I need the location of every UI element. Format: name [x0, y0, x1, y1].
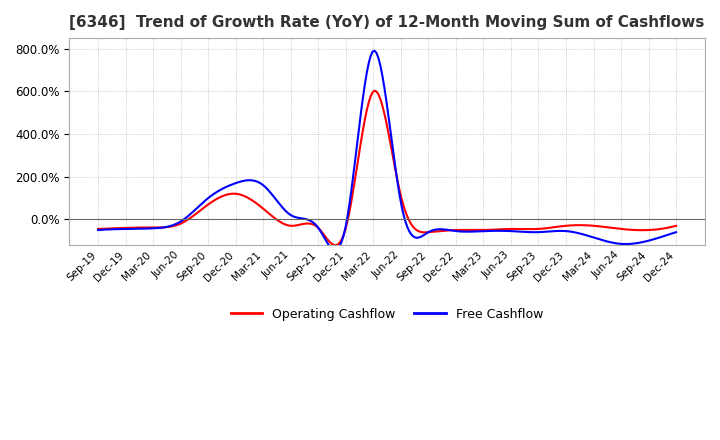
Operating Cashflow — [96, 226, 104, 231]
Operating Cashflow — [94, 226, 102, 231]
Free Cashflow — [94, 227, 102, 233]
Operating Cashflow — [621, 227, 630, 232]
Line: Operating Cashflow: Operating Cashflow — [98, 91, 676, 245]
Operating Cashflow — [442, 228, 451, 233]
Operating Cashflow — [585, 223, 593, 228]
Legend: Operating Cashflow, Free Cashflow: Operating Cashflow, Free Cashflow — [226, 303, 548, 326]
Free Cashflow — [440, 227, 449, 232]
Free Cashflow — [442, 227, 451, 232]
Operating Cashflow — [332, 242, 341, 248]
Free Cashflow — [370, 48, 379, 53]
Free Cashflow — [332, 247, 341, 253]
Free Cashflow — [621, 242, 630, 247]
Free Cashflow — [672, 230, 680, 235]
Free Cashflow — [585, 234, 593, 239]
Operating Cashflow — [370, 88, 379, 93]
Operating Cashflow — [440, 228, 449, 233]
Operating Cashflow — [451, 227, 460, 233]
Free Cashflow — [96, 227, 104, 232]
Free Cashflow — [451, 228, 460, 234]
Operating Cashflow — [672, 223, 680, 228]
Title: [6346]  Trend of Growth Rate (YoY) of 12-Month Moving Sum of Cashflows: [6346] Trend of Growth Rate (YoY) of 12-… — [69, 15, 705, 30]
Line: Free Cashflow: Free Cashflow — [98, 51, 676, 250]
